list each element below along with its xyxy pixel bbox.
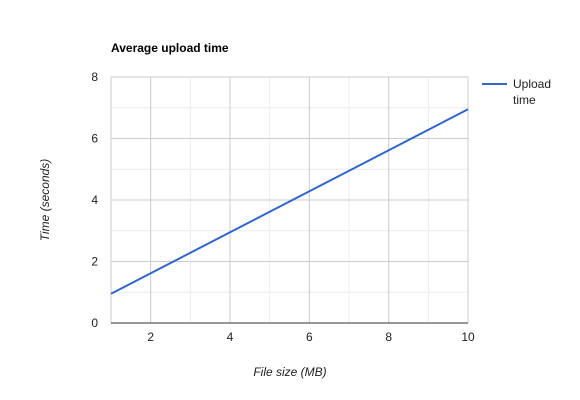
y-tick-label: 8	[91, 70, 98, 84]
series-group	[110, 108, 469, 295]
chart-title: Average upload time	[111, 41, 229, 55]
axes	[110, 77, 468, 324]
x-tick-label: 10	[461, 330, 475, 344]
legend-label[interactable]: time	[513, 93, 536, 107]
x-axis-label: File size (MB)	[253, 365, 326, 379]
x-tick-label: 2	[147, 330, 154, 344]
x-tick-label: 4	[227, 330, 234, 344]
x-tick-label: 8	[385, 330, 392, 344]
grid-lines	[110, 76, 469, 324]
y-tick-label: 2	[91, 255, 98, 269]
tick-labels: 2 4 6 8 10 0 2 4 6 8	[91, 70, 475, 344]
series-line	[110, 108, 469, 295]
y-tick-label: 6	[91, 132, 98, 146]
legend-label[interactable]: Upload	[513, 77, 551, 91]
y-axis-label: Time (seconds)	[38, 159, 52, 242]
y-tick-label: 0	[91, 316, 98, 330]
x-tick-label: 6	[306, 330, 313, 344]
legend[interactable]: Upload time	[482, 77, 551, 107]
y-tick-label: 4	[91, 193, 98, 207]
